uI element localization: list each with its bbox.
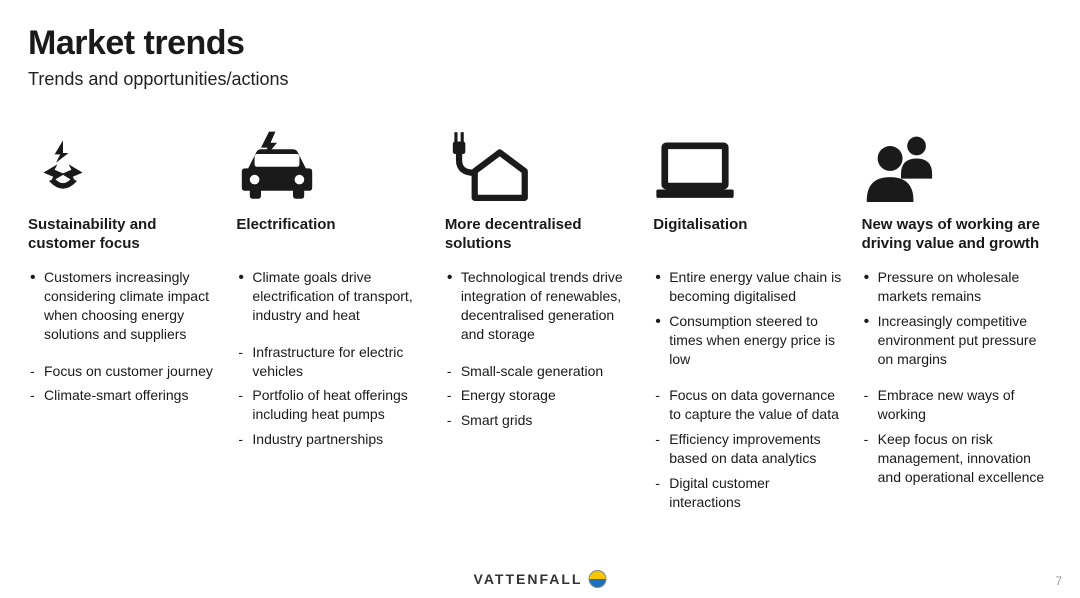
dash-list: Focus on customer journey Climate-smart o…	[28, 362, 218, 406]
footer-brand: VATTENFALL	[474, 570, 607, 588]
laptop-icon	[653, 140, 737, 202]
bullet-item: Climate goals drive electrification of t…	[236, 268, 426, 325]
bullet-list: Technological trends drive integration o…	[445, 268, 635, 344]
people-icon-wrap	[862, 124, 1052, 202]
recycle-icon	[28, 132, 98, 202]
dash-item: Smart grids	[445, 411, 635, 430]
dash-list: Embrace new ways of working Keep focus on…	[862, 386, 1052, 486]
slide: Market trends Trends and opportunities/a…	[0, 0, 1080, 598]
column: More decentralised solutions Technologica…	[445, 124, 635, 518]
dash-item: Portfolio of heat offerings including he…	[236, 386, 426, 424]
dash-item: Energy storage	[445, 386, 635, 405]
page-subtitle: Trends and opportunities/actions	[28, 69, 1052, 90]
column-heading: Electrification	[236, 216, 426, 254]
column-heading: More decentralised solutions	[445, 216, 635, 254]
bullet-item: Consumption steered to times when energy…	[653, 312, 843, 369]
ev-car-icon	[236, 130, 318, 202]
column-heading: Sustainability and customer focus	[28, 216, 218, 254]
dash-item: Small-scale generation	[445, 362, 635, 381]
column: New ways of working are driving value an…	[862, 124, 1052, 518]
people-icon	[862, 132, 940, 202]
bullet-item: Increasingly competitive environment put…	[862, 312, 1052, 369]
bullet-item: Customers increasingly considering clima…	[28, 268, 218, 344]
laptop-icon-wrap	[653, 124, 843, 202]
bullet-list: Customers increasingly considering clima…	[28, 268, 218, 344]
column: Electrification Climate goals drive elect…	[236, 124, 426, 518]
dash-item: Keep focus on risk management, innovatio…	[862, 430, 1052, 487]
dash-item: Focus on data gover­nance to capture the…	[653, 386, 843, 424]
column: Sustainability and customer focus Custome…	[28, 124, 218, 518]
dash-item: Industry partnerships	[236, 430, 426, 449]
dash-item: Digital customer interactions	[653, 474, 843, 512]
plug-house-icon-wrap	[445, 124, 635, 202]
dash-item: Focus on customer journey	[28, 362, 218, 381]
plug-house-icon	[445, 128, 531, 202]
dash-list: Focus on data gover­nance to capture the…	[653, 386, 843, 511]
bullet-list: Entire energy value chain is becoming di…	[653, 268, 843, 368]
page-number: 7	[1055, 574, 1062, 588]
bullet-list: Climate goals drive electrification of t…	[236, 268, 426, 325]
dash-item: Embrace new ways of working	[862, 386, 1052, 424]
ev-car-icon-wrap	[236, 124, 426, 202]
columns-container: Sustainability and customer focus Custome…	[28, 124, 1052, 518]
column: Digitalisation Entire energy value chain …	[653, 124, 843, 518]
dash-list: Small-scale generation Energy storage Smar…	[445, 362, 635, 431]
column-heading: New ways of working are driving value an…	[862, 216, 1052, 254]
brand-text: VATTENFALL	[474, 571, 583, 587]
page-title: Market trends	[28, 24, 1052, 63]
bullet-item: Entire energy value chain is becoming di…	[653, 268, 843, 306]
recycle-icon-wrap	[28, 124, 218, 202]
dash-item: Infrastructure for electric vehicles	[236, 343, 426, 381]
bullet-item: Technological trends drive integration o…	[445, 268, 635, 344]
dash-item: Climate-smart offerings	[28, 386, 218, 405]
dash-list: Infrastructure for electric vehicles Port…	[236, 343, 426, 449]
column-heading: Digitalisation	[653, 216, 843, 254]
bullet-list: Pressure on wholesale markets remains Inc…	[862, 268, 1052, 368]
dash-item: Efficiency improve­ments based on data a…	[653, 430, 843, 468]
bullet-item: Pressure on wholesale markets remains	[862, 268, 1052, 306]
brand-logo-icon	[588, 570, 606, 588]
